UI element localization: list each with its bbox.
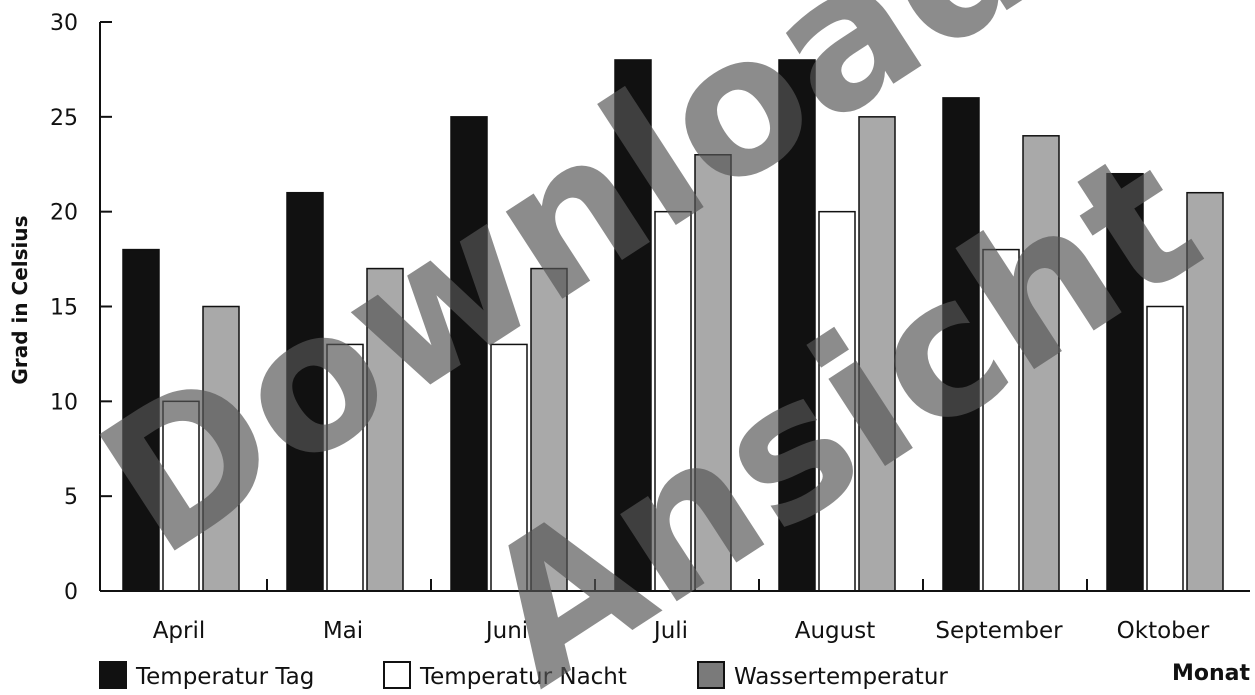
- bar: [286, 191, 324, 592]
- bar: [1022, 135, 1060, 592]
- legend-label: Temperatur Tag: [135, 664, 314, 690]
- bars-group: [122, 59, 1224, 592]
- bar: [366, 267, 404, 592]
- y-tick-label: 20: [50, 201, 78, 226]
- x-category-label: April: [153, 618, 206, 644]
- legend-label: Wassertemperatur: [734, 664, 948, 690]
- bar: [162, 400, 200, 592]
- x-ticks-group: [266, 579, 1088, 591]
- bar: [942, 97, 980, 592]
- x-category-label: August: [795, 618, 876, 644]
- x-category-label: Oktober: [1117, 618, 1210, 644]
- bar: [614, 59, 652, 592]
- y-tick-label: 5: [64, 485, 78, 510]
- bar: [694, 154, 732, 592]
- x-category-label: Juni: [484, 618, 528, 644]
- y-axis-label: Grad in Celsius: [8, 215, 32, 384]
- y-tick-label: 0: [64, 580, 78, 605]
- bar: [818, 210, 856, 592]
- bar: [982, 248, 1020, 592]
- x-category-label: Juli: [652, 618, 688, 644]
- y-tick-label: 15: [50, 296, 78, 321]
- bar: [654, 210, 692, 592]
- bar: [1146, 305, 1184, 592]
- legend-swatch: [99, 661, 127, 689]
- legend-swatch: [383, 661, 411, 689]
- bar: [122, 248, 160, 592]
- legend-swatch: [697, 661, 725, 689]
- x-category-label: Mai: [323, 618, 363, 644]
- x-axis-label: Monat: [1172, 661, 1251, 686]
- bar: [490, 343, 528, 592]
- x-category-label: September: [935, 618, 1063, 644]
- bar: [1186, 191, 1224, 592]
- category-labels-group: April Mai Juni Juli August September Oktober: [153, 618, 1210, 644]
- y-tick-label: 30: [50, 11, 78, 36]
- y-tick-label: 25: [50, 106, 78, 131]
- y-tick-label: 10: [50, 390, 78, 415]
- bar: [1106, 172, 1144, 592]
- y-ticks-group: 0 5 10 15 20 25 30: [50, 11, 112, 605]
- legend-label: Temperatur Nacht: [419, 664, 627, 690]
- legend: Temperatur Tag Temperatur Nacht Wassertemp…: [99, 661, 948, 690]
